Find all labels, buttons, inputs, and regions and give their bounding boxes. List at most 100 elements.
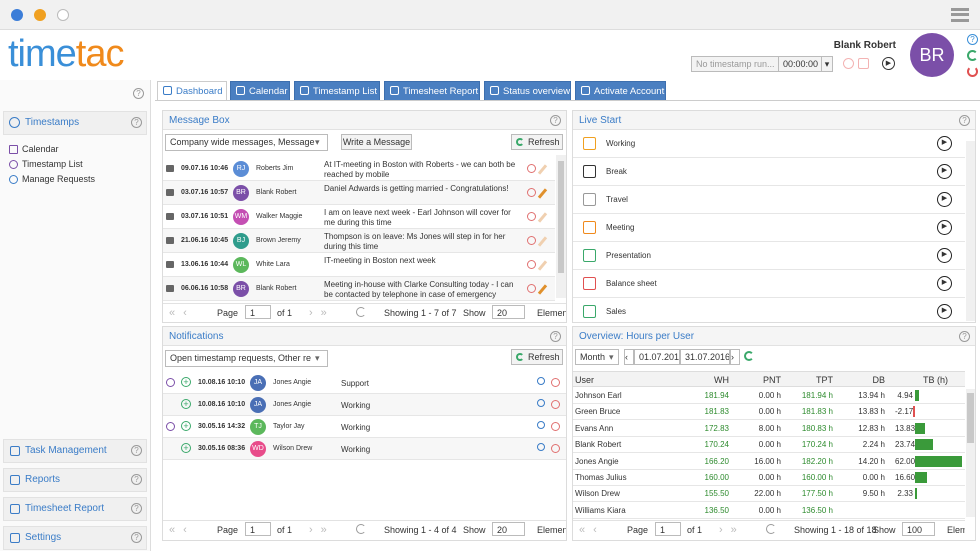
pager-refresh[interactable]: [766, 524, 776, 534]
menu-icon[interactable]: [951, 8, 969, 22]
tab[interactable]: Dashboard: [157, 81, 227, 101]
delete-icon[interactable]: [527, 236, 536, 245]
delete-icon[interactable]: [551, 400, 560, 409]
live-start-item[interactable]: Working ▶: [573, 130, 965, 158]
help-icon[interactable]: ?: [550, 331, 561, 342]
view-icon[interactable]: [537, 421, 545, 429]
logout-icon[interactable]: [967, 66, 978, 77]
item-help[interactable]: ?: [131, 474, 142, 485]
item-label[interactable]: Travel: [606, 195, 628, 204]
section-help[interactable]: ?: [131, 117, 142, 128]
item-label[interactable]: Sales: [606, 307, 627, 316]
filter-select[interactable]: Company wide messages, Message: [165, 134, 328, 151]
tab[interactable]: Timestamp List: [294, 81, 380, 101]
item-label[interactable]: Break: [606, 167, 627, 176]
filter-select[interactable]: Open timestamp requests, Other re: [165, 350, 328, 367]
timer-dropdown[interactable]: ▾: [821, 56, 833, 72]
view-icon[interactable]: [537, 399, 545, 407]
sidebar-item-label[interactable]: Task Management: [25, 445, 107, 456]
delete-icon[interactable]: [527, 212, 536, 221]
delete-icon[interactable]: [527, 188, 536, 197]
live-start-item[interactable]: Presentation ▶: [573, 242, 965, 270]
live-start-item[interactable]: Travel ▶: [573, 186, 965, 214]
edit-icon[interactable]: [537, 164, 548, 175]
sidebar-main[interactable]: Timestamps: [25, 117, 80, 128]
edit-icon[interactable]: [537, 284, 548, 295]
edit-icon[interactable]: [537, 212, 548, 223]
avatar[interactable]: BR: [910, 33, 954, 77]
tab-label[interactable]: Dashboard: [176, 86, 223, 97]
sidebar-item[interactable]: [3, 497, 147, 521]
live-start-item[interactable]: Sales ▶: [573, 298, 965, 322]
pager-show[interactable]: 20: [492, 522, 525, 536]
tab[interactable]: Timesheet Report: [384, 81, 480, 101]
refresh-button[interactable]: Refresh: [511, 349, 563, 365]
column-header[interactable]: TB (h): [923, 375, 949, 385]
sidebar-sub-item[interactable]: Calendar: [22, 144, 59, 154]
start-button[interactable]: ▶: [937, 192, 952, 207]
delete-icon[interactable]: [551, 378, 560, 387]
close-dot[interactable]: [11, 9, 23, 21]
sidebar-sub-item[interactable]: Timestamp List: [22, 159, 83, 169]
tab-label[interactable]: Activate Account: [594, 86, 665, 97]
max-dot[interactable]: [57, 9, 69, 21]
approve-icon[interactable]: +: [181, 399, 191, 409]
sidebar-item[interactable]: [3, 526, 147, 550]
start-button[interactable]: ▶: [937, 220, 952, 235]
start-button[interactable]: ▶: [937, 276, 952, 291]
delete-icon[interactable]: [527, 284, 536, 293]
column-header[interactable]: PNT: [763, 375, 781, 385]
pager-refresh[interactable]: [356, 307, 366, 317]
min-dot[interactable]: [34, 9, 46, 21]
sidebar-sub-item[interactable]: Manage Requests: [22, 174, 96, 184]
sidebar-help[interactable]: ?: [133, 88, 144, 99]
approve-icon[interactable]: +: [181, 421, 191, 431]
column-header[interactable]: WH: [714, 375, 729, 385]
view-icon[interactable]: [537, 377, 545, 385]
start-button[interactable]: ▶: [937, 136, 952, 151]
tab-label[interactable]: Calendar: [249, 86, 288, 97]
start-button[interactable]: ▶: [937, 164, 952, 179]
approve-icon[interactable]: +: [181, 443, 191, 453]
live-start-item[interactable]: Balance sheet ▶: [573, 270, 965, 298]
item-help[interactable]: ?: [131, 445, 142, 456]
column-header[interactable]: TPT: [816, 375, 833, 385]
view-icon[interactable]: [537, 443, 545, 451]
edit-icon[interactable]: [537, 236, 548, 247]
pager-show[interactable]: 100: [902, 522, 935, 536]
delete-icon[interactable]: [551, 444, 560, 453]
pager-show[interactable]: 20: [492, 305, 525, 319]
edit-icon[interactable]: [537, 188, 548, 199]
live-start-item[interactable]: Meeting ▶: [573, 214, 965, 242]
tab-label[interactable]: Timestamp List: [313, 86, 378, 97]
timestamp-input[interactable]: No timestamp run...: [691, 56, 779, 72]
prev-button[interactable]: ‹: [624, 349, 634, 365]
delete-icon[interactable]: [527, 260, 536, 269]
sidebar-item-label[interactable]: Timesheet Report: [25, 503, 105, 514]
tab[interactable]: Status overview: [484, 81, 571, 101]
item-label[interactable]: Meeting: [606, 223, 635, 232]
sidebar-section[interactable]: [3, 111, 147, 135]
help-icon[interactable]: ?: [550, 115, 561, 126]
sidebar-item-label[interactable]: Settings: [25, 532, 62, 543]
sidebar-item-label[interactable]: Reports: [25, 474, 61, 485]
refresh-label[interactable]: Refresh: [528, 352, 560, 362]
help-icon[interactable]: ?: [959, 331, 970, 342]
refresh-icon[interactable]: [744, 351, 754, 361]
pager-page[interactable]: 1: [655, 522, 681, 536]
item-label[interactable]: Working: [606, 139, 636, 148]
help-icon[interactable]: ?: [967, 34, 978, 45]
tab[interactable]: Activate Account: [575, 81, 666, 101]
approve-icon[interactable]: +: [181, 377, 191, 387]
refresh-button[interactable]: Refresh: [511, 134, 563, 150]
pager-page[interactable]: 1: [245, 522, 271, 536]
item-label[interactable]: Balance sheet: [606, 279, 657, 288]
date-to[interactable]: 31.07.2016: [680, 349, 730, 365]
item-label[interactable]: Presentation: [606, 251, 651, 260]
tab[interactable]: Calendar: [230, 81, 290, 101]
pager-page[interactable]: 1: [245, 305, 271, 319]
write-button[interactable]: Write a Message: [341, 134, 412, 150]
play-icon[interactable]: ▶: [882, 57, 895, 70]
live-start-item[interactable]: Break ▶: [573, 158, 965, 186]
tab-label[interactable]: Timesheet Report: [403, 86, 479, 97]
